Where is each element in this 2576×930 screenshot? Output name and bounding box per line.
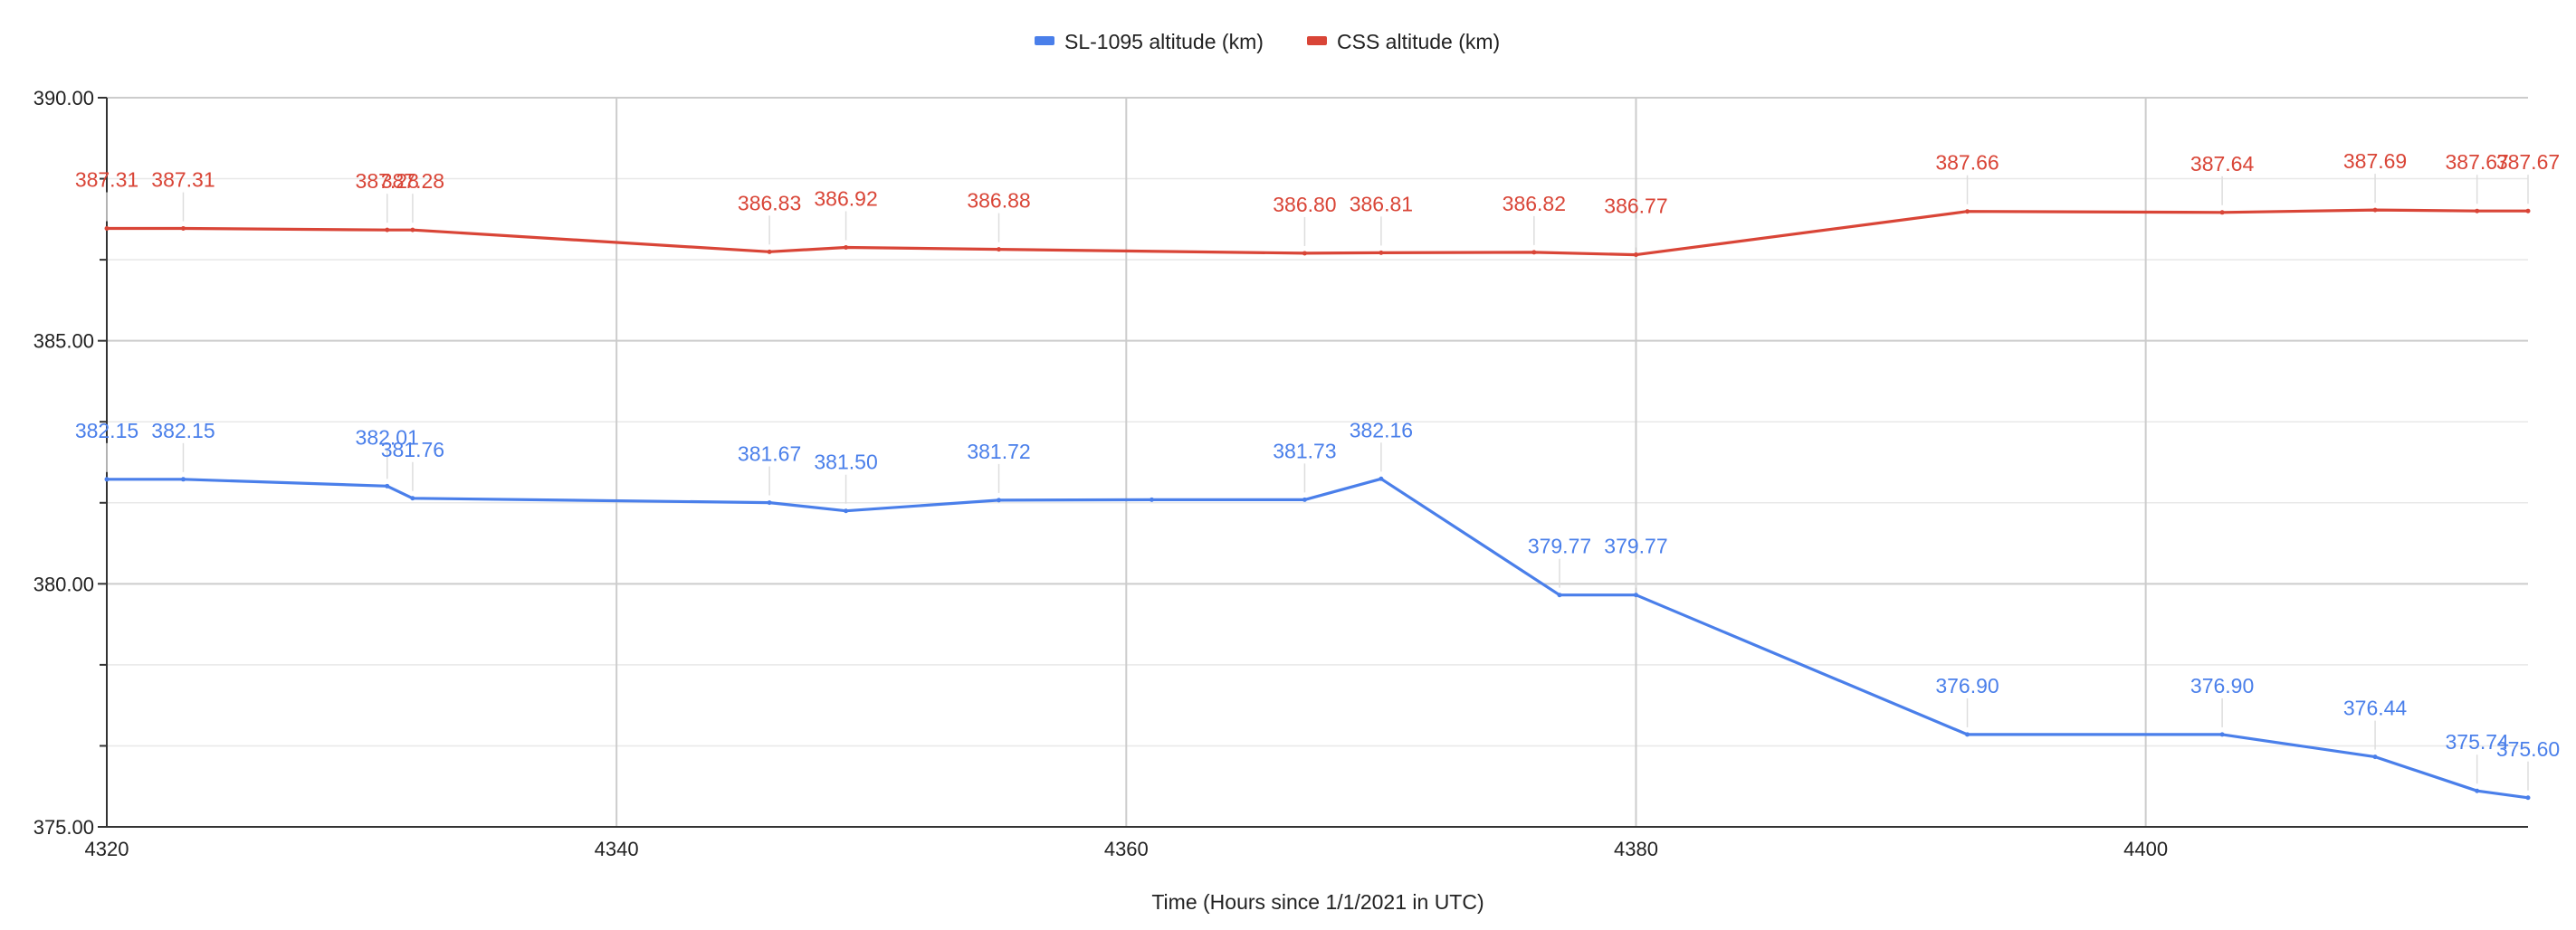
data-label-0: 382.15 xyxy=(151,419,215,442)
legend-entry-css[interactable]: CSS altitude (km) xyxy=(1307,30,1500,53)
data-label-1: 387.66 xyxy=(1935,151,1999,175)
axes: 375.00 380.00 385.00 390.00 4320 4340 4360 4380… xyxy=(33,87,2528,860)
legend-swatch-sl1095 xyxy=(1035,36,1054,45)
data-point-1[interactable] xyxy=(1965,209,1970,214)
data-label-0: 382.01 xyxy=(356,425,419,449)
data-label-1: 387.67 xyxy=(2446,150,2509,174)
data-point-1[interactable] xyxy=(180,226,186,232)
data-label-1: 386.83 xyxy=(738,191,801,214)
data-label-0: 376.44 xyxy=(2343,697,2408,720)
data-point-1[interactable] xyxy=(2372,207,2378,213)
data-label-1: 386.92 xyxy=(814,186,877,210)
data-label-0: 381.67 xyxy=(738,442,801,466)
data-point-1[interactable] xyxy=(844,244,849,250)
series-line-0[interactable] xyxy=(107,477,2529,800)
legend-entry-sl1095[interactable]: SL-1095 altitude (km) xyxy=(1035,30,1264,53)
data-point-1[interactable] xyxy=(2475,208,2480,214)
data-label-1: 387.64 xyxy=(2190,152,2255,176)
data-point-0[interactable] xyxy=(1149,497,1154,502)
data-label-1: 386.80 xyxy=(1273,193,1336,216)
data-label-0: 381.50 xyxy=(814,451,877,474)
data-label-1: 387.28 xyxy=(381,169,444,193)
data-label-1: 387.67 xyxy=(2496,150,2560,174)
data-point-1[interactable] xyxy=(1633,252,1638,258)
data-label-0: 379.77 xyxy=(1604,535,1667,558)
x-tick-label: 4340 xyxy=(595,838,639,860)
data-point-0[interactable] xyxy=(1557,593,1562,598)
data-label-1: 386.81 xyxy=(1350,192,1413,215)
x-tick-label: 4360 xyxy=(1104,838,1149,860)
data-point-0[interactable] xyxy=(997,498,1002,503)
legend: SL-1095 altitude (km) CSS altitude (km) xyxy=(1035,30,1500,53)
data-point-0[interactable] xyxy=(410,496,415,501)
data-point-1[interactable] xyxy=(997,247,1002,252)
data-label-1: 387.31 xyxy=(151,168,215,192)
data-label-0: 376.90 xyxy=(2190,674,2254,698)
data-label-0: 375.60 xyxy=(2496,737,2560,761)
y-tick-label: 380.00 xyxy=(33,573,94,595)
data-point-0[interactable] xyxy=(1965,732,1970,737)
data-label-0: 382.16 xyxy=(1350,418,1413,441)
data-label-1: 386.77 xyxy=(1604,195,1667,218)
data-point-0[interactable] xyxy=(767,500,772,506)
data-point-1[interactable] xyxy=(385,227,390,232)
data-label-1: 386.88 xyxy=(967,189,1030,213)
data-label-0: 375.74 xyxy=(2446,730,2510,754)
data-point-0[interactable] xyxy=(104,477,110,482)
data-label-0: 381.76 xyxy=(381,438,444,461)
data-point-0[interactable] xyxy=(2219,732,2225,737)
data-point-0[interactable] xyxy=(844,508,849,514)
series-layer xyxy=(104,207,2531,801)
data-point-1[interactable] xyxy=(2525,208,2531,214)
data-label-0: 381.72 xyxy=(967,440,1030,463)
data-point-0[interactable] xyxy=(2372,754,2378,760)
x-axis-title: Time (Hours since 1/1/2021 in UTC) xyxy=(1151,890,1484,914)
x-tick-label: 4380 xyxy=(1614,838,1658,860)
data-label-0: 379.77 xyxy=(1528,535,1591,558)
y-tick-label: 375.00 xyxy=(33,816,94,839)
data-point-1[interactable] xyxy=(1379,250,1384,255)
data-label-0: 382.15 xyxy=(75,419,138,442)
data-point-0[interactable] xyxy=(1302,497,1307,502)
data-label-0: 381.73 xyxy=(1273,439,1336,462)
data-point-0[interactable] xyxy=(2525,795,2531,801)
data-point-0[interactable] xyxy=(1633,593,1638,598)
data-point-1[interactable] xyxy=(767,249,772,254)
x-tick-label: 4400 xyxy=(2123,838,2168,860)
series-line-1[interactable] xyxy=(107,208,2528,257)
data-label-1: 387.69 xyxy=(2343,149,2407,173)
grid-lines xyxy=(107,97,2528,828)
data-label-1: 386.82 xyxy=(1503,192,1566,215)
data-point-0[interactable] xyxy=(1379,476,1384,481)
data-point-1[interactable] xyxy=(410,227,415,232)
data-point-1[interactable] xyxy=(104,226,110,232)
y-tick-label: 385.00 xyxy=(33,330,94,353)
data-point-0[interactable] xyxy=(180,477,186,482)
legend-swatch-css xyxy=(1307,36,1327,45)
y-tick-label: 390.00 xyxy=(33,87,94,109)
data-point-1[interactable] xyxy=(1302,251,1307,256)
legend-label-sl1095: SL-1095 altitude (km) xyxy=(1064,30,1264,53)
data-label-0: 376.90 xyxy=(1935,674,1999,698)
data-point-1[interactable] xyxy=(1531,250,1537,255)
data-label-1: 387.28 xyxy=(356,169,419,193)
legend-label-css: CSS altitude (km) xyxy=(1337,30,1500,53)
data-point-0[interactable] xyxy=(2475,788,2480,793)
data-point-1[interactable] xyxy=(2219,210,2225,215)
data-point-0[interactable] xyxy=(385,483,390,489)
x-tick-label: 4320 xyxy=(85,838,129,860)
data-label-1: 387.31 xyxy=(75,168,138,192)
